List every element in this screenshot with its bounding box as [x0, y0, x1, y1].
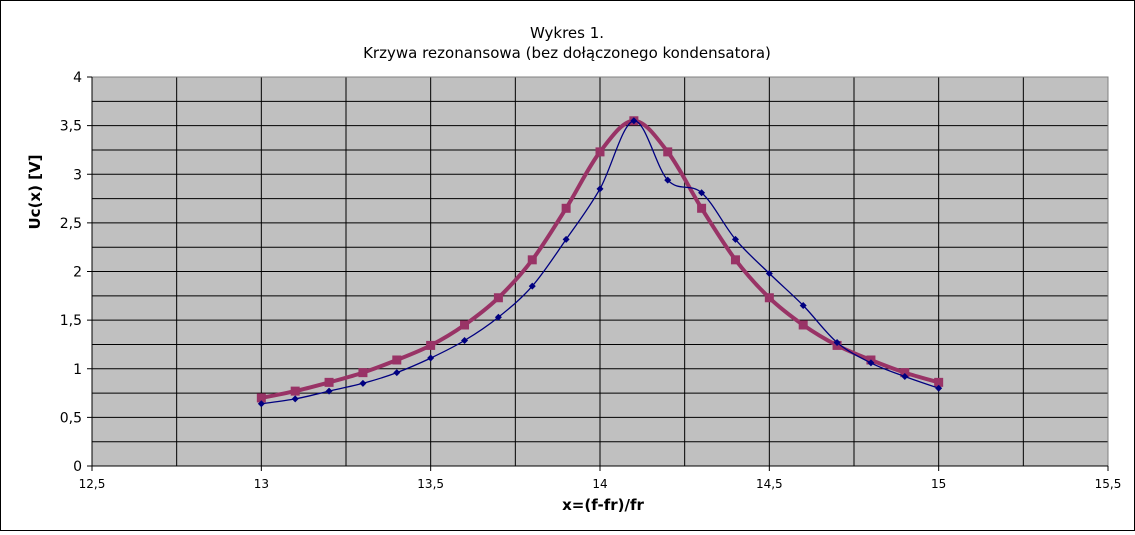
y-tick-label: 3	[73, 167, 82, 183]
series-2-point	[460, 320, 470, 330]
chart-title: Wykres 1.	[530, 24, 604, 42]
series-1-point	[935, 384, 943, 392]
x-axis-label: x=(f-fr)/fr	[562, 496, 644, 514]
series-1-point	[867, 359, 875, 367]
series-1-point	[799, 302, 807, 310]
series-1-point	[257, 400, 265, 408]
series-2-point	[934, 377, 944, 387]
y-tick-label: 4	[73, 70, 82, 86]
series-2-point	[392, 355, 402, 365]
series-2-point	[426, 340, 436, 350]
series-1-point	[528, 282, 536, 290]
y-tick-label: 0	[73, 459, 82, 475]
series-2-point	[324, 377, 334, 387]
series-1-point	[765, 269, 773, 277]
series-2-point	[256, 393, 266, 403]
series-1-point	[630, 117, 638, 125]
y-axis-label: Uc(x) [V]	[26, 155, 44, 230]
x-tick-label: 15	[931, 477, 946, 491]
x-tick-label: 14	[592, 477, 607, 491]
chart-subtitle: Krzywa rezonansowa (bez dołączonego kond…	[363, 44, 771, 62]
series-2-point	[697, 203, 707, 213]
series-1-point	[596, 185, 604, 193]
x-tick-label: 15,5	[1095, 477, 1122, 491]
series-1-point	[901, 373, 909, 381]
y-tick-label: 2	[73, 265, 82, 281]
series-2-point	[900, 368, 910, 378]
series-1-point	[291, 395, 299, 403]
series-1-point	[562, 235, 570, 243]
series-1-point	[325, 387, 333, 395]
y-tick-label: 1,5	[60, 313, 82, 329]
series-2-point	[561, 203, 571, 213]
series-1-point	[664, 176, 672, 184]
y-tick-label: 2,5	[60, 216, 82, 232]
series-2-point	[358, 368, 368, 378]
x-tick-label: 13,5	[417, 477, 444, 491]
series-2-point	[595, 147, 605, 157]
plot-area: 0 0,5 1 1,5 2 2,5 3 3,5 4 12,5 13 13,5 14 14,5 15 15,5	[60, 70, 1122, 491]
series-1-point	[494, 313, 502, 321]
series-2-point	[493, 293, 503, 303]
x-tick-label: 13	[254, 477, 269, 491]
series-2-point	[290, 386, 300, 396]
series-1-line	[260, 120, 940, 405]
series-1-point	[461, 337, 469, 345]
y-tick-label: 1	[73, 362, 82, 378]
series-2-point	[764, 293, 774, 303]
series-2-point	[527, 255, 537, 265]
series-2-point	[798, 320, 808, 330]
series-1-point	[731, 235, 739, 243]
series-1-point	[427, 354, 435, 362]
series-1-point	[359, 379, 367, 387]
series-1-point	[833, 338, 841, 346]
x-tick-label: 12,5	[79, 477, 106, 491]
x-tick-label: 14,5	[756, 477, 783, 491]
series-2-point	[663, 147, 673, 157]
y-tick-label: 3,5	[60, 119, 82, 135]
series-1-point	[393, 369, 401, 377]
series-2-point	[730, 255, 740, 265]
series-1-point	[698, 189, 706, 197]
y-tick-label: 0,5	[60, 410, 82, 426]
